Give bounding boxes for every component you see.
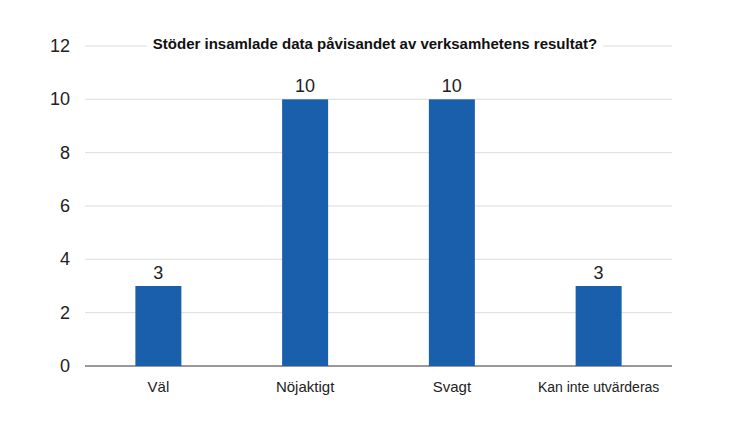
grid — [85, 46, 672, 366]
data-label: 3 — [153, 263, 163, 283]
grid-line — [85, 99, 672, 100]
grid-line — [85, 152, 672, 153]
x-tick-label: Nöjaktigt — [276, 378, 335, 395]
title: Stöder insamlade data påvisandet av verk… — [153, 35, 597, 52]
y-tick-label: 4 — [60, 249, 70, 269]
grid-line — [85, 259, 672, 260]
x-tick-label: Svagt — [433, 378, 472, 395]
chart-svg: 0 2 4 6 8 10 12 3 10 10 3 Väl Nöjaktigt Svagt Kan inte… — [0, 0, 750, 436]
y-tick-label: 10 — [50, 89, 70, 109]
bar — [135, 286, 181, 366]
bar — [429, 99, 475, 366]
x-tick-label: Väl — [148, 378, 170, 395]
data-label: 10 — [442, 76, 462, 96]
bars — [135, 99, 621, 366]
chart-container: 0 2 4 6 8 10 12 3 10 10 3 Väl Nöjaktigt Svagt Kan inte… — [0, 0, 750, 436]
y-tick-label: 8 — [60, 143, 70, 163]
y-tick-label: 12 — [50, 36, 70, 56]
bar — [282, 99, 328, 366]
x-tick-label: Kan inte utvärderas — [538, 379, 659, 395]
y-tick-label: 2 — [60, 303, 70, 323]
y-tick-label: 0 — [60, 356, 70, 376]
data-label: 3 — [594, 263, 604, 283]
grid-line — [85, 206, 672, 207]
title-background — [147, 33, 603, 54]
data-label: 10 — [295, 76, 315, 96]
bar — [576, 286, 622, 366]
y-tick-label: 6 — [60, 196, 70, 216]
